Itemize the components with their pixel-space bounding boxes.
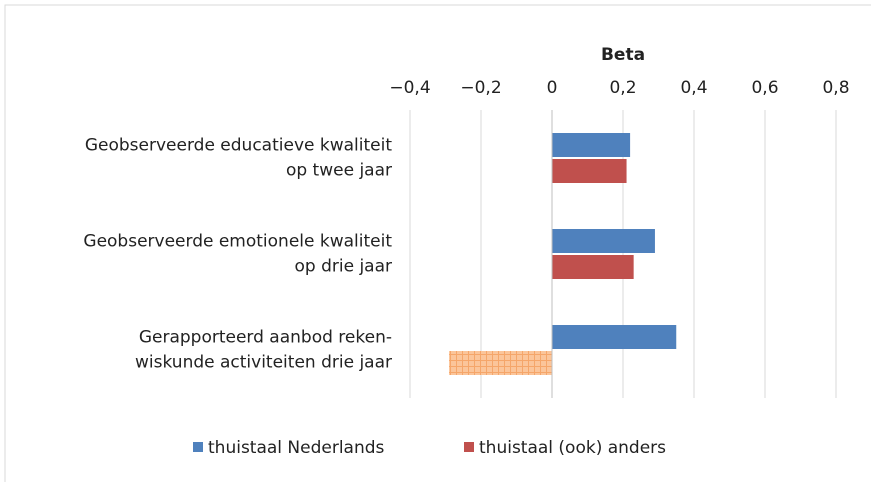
chart-border <box>4 4 871 482</box>
legend-label: thuistaal (ook) anders <box>479 438 666 458</box>
x-tick-label: 0,6 <box>751 78 778 98</box>
legend-swatch <box>464 442 474 452</box>
x-tick-label: 0 <box>547 78 558 98</box>
y-tick-label: Geobserveerde educatieve kwaliteit op twe… <box>85 136 392 181</box>
x-axis-title: Beta <box>601 45 645 65</box>
bar <box>552 229 655 253</box>
y-tick-label: Gerapporteerd aanbod reken-wiskunde acti… <box>135 328 392 373</box>
x-tick-label: 0,2 <box>609 78 636 98</box>
bar <box>552 159 627 183</box>
x-tick-label: −0,4 <box>389 78 430 98</box>
bar <box>552 133 631 157</box>
bar <box>449 351 552 375</box>
x-tick-label: −0,2 <box>460 78 501 98</box>
bar <box>552 325 677 349</box>
legend-label: thuistaal Nederlands <box>208 438 385 458</box>
x-tick-label: 0,8 <box>822 78 849 98</box>
y-tick-label: Geobserveerde emotionele kwaliteit op dri… <box>83 232 392 277</box>
bar <box>552 255 634 279</box>
x-tick-label: 0,4 <box>680 78 707 98</box>
legend-swatch <box>193 442 203 452</box>
